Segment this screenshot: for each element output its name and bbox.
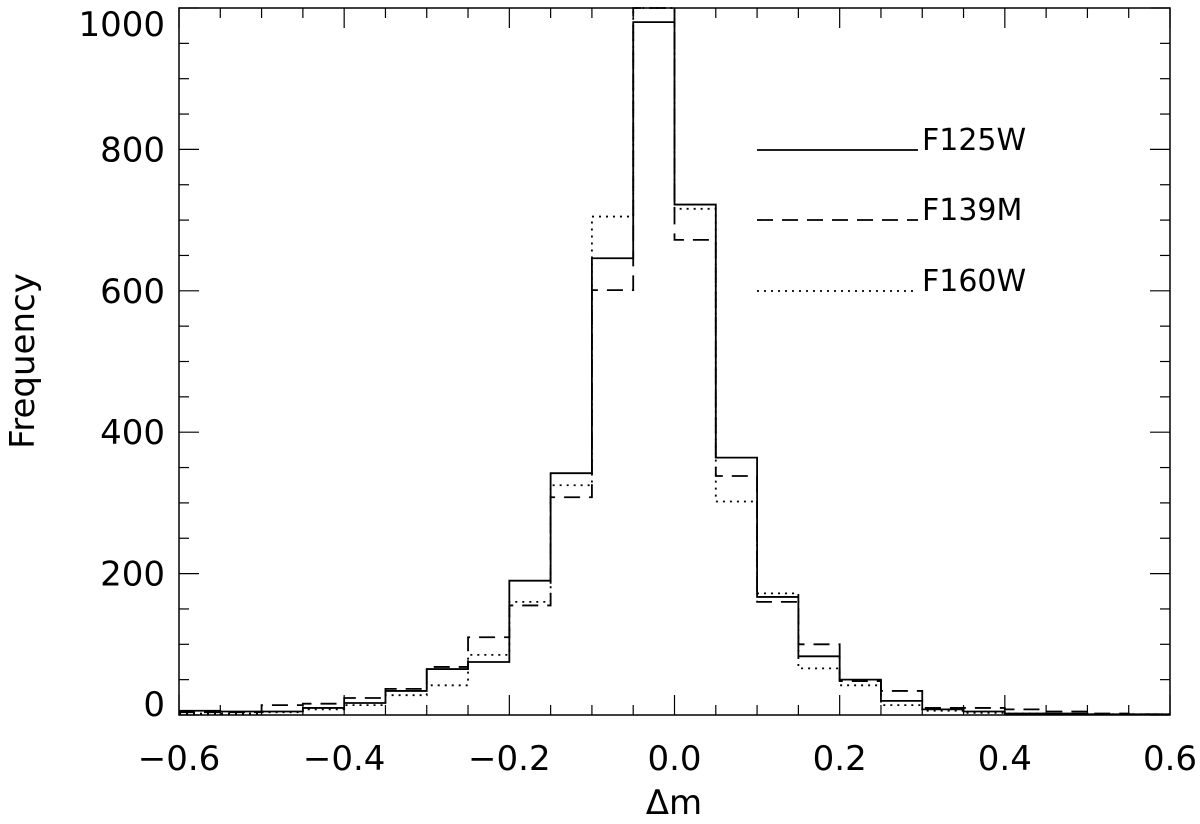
y-tick-labels: 0 200 400 600 800 1000 bbox=[78, 5, 165, 725]
y-tick-label: 400 bbox=[100, 413, 165, 453]
x-tick-label: −0.2 bbox=[468, 739, 551, 779]
series-f139m-line bbox=[179, 7, 1170, 716]
legend-label-f139m: F139M bbox=[922, 193, 1022, 228]
series-layer bbox=[179, 7, 1170, 716]
x-tick-labels: −0.6 −0.4 −0.2 0.0 0.2 0.4 0.6 bbox=[138, 739, 1197, 779]
y-tick-label: 0 bbox=[143, 685, 165, 725]
x-tick-label: −0.6 bbox=[138, 739, 221, 779]
x-tick-label: 0.2 bbox=[813, 739, 867, 779]
legend: F125W F139M F160W bbox=[757, 123, 1026, 299]
y-tick-label: 600 bbox=[100, 272, 165, 312]
x-tick-label: 0.6 bbox=[1143, 739, 1197, 779]
y-tick-label: 800 bbox=[100, 130, 165, 170]
legend-label-f125w: F125W bbox=[922, 123, 1026, 158]
y-tick-label: 1000 bbox=[78, 5, 165, 45]
y-tick-label: 200 bbox=[100, 555, 165, 595]
x-axis-title: Δm bbox=[646, 783, 702, 823]
y-axis-title: Frequency bbox=[3, 273, 43, 449]
x-tick-label: −0.4 bbox=[303, 739, 386, 779]
x-tick-label: 0.4 bbox=[978, 739, 1032, 779]
x-tick-label: 0.0 bbox=[647, 739, 701, 779]
legend-label-f160w: F160W bbox=[922, 264, 1026, 299]
